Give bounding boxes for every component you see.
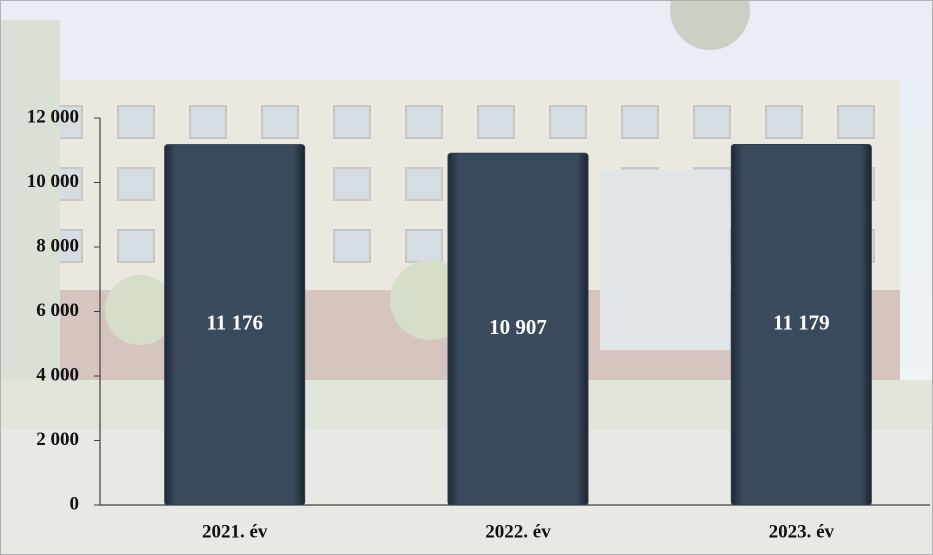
y-tick-label: 12 000 (27, 106, 79, 127)
value-label: 11 176 (206, 311, 263, 335)
x-tick-label: 2021. év (202, 521, 268, 542)
x-tick-label: 2022. év (485, 521, 551, 542)
y-tick-label: 2 000 (36, 429, 79, 450)
y-tick-label: 6 000 (36, 300, 79, 321)
y-tick-label: 8 000 (36, 235, 79, 256)
x-tick-label: 2023. év (769, 521, 835, 542)
bar (164, 144, 306, 506)
bar (730, 143, 872, 506)
value-label: 10 907 (489, 315, 547, 339)
y-tick-label: 4 000 (36, 364, 79, 385)
value-label: 11 179 (773, 311, 830, 335)
bar (447, 152, 589, 506)
y-tick-label: 0 (70, 493, 80, 514)
y-tick-label: 10 000 (27, 171, 79, 192)
